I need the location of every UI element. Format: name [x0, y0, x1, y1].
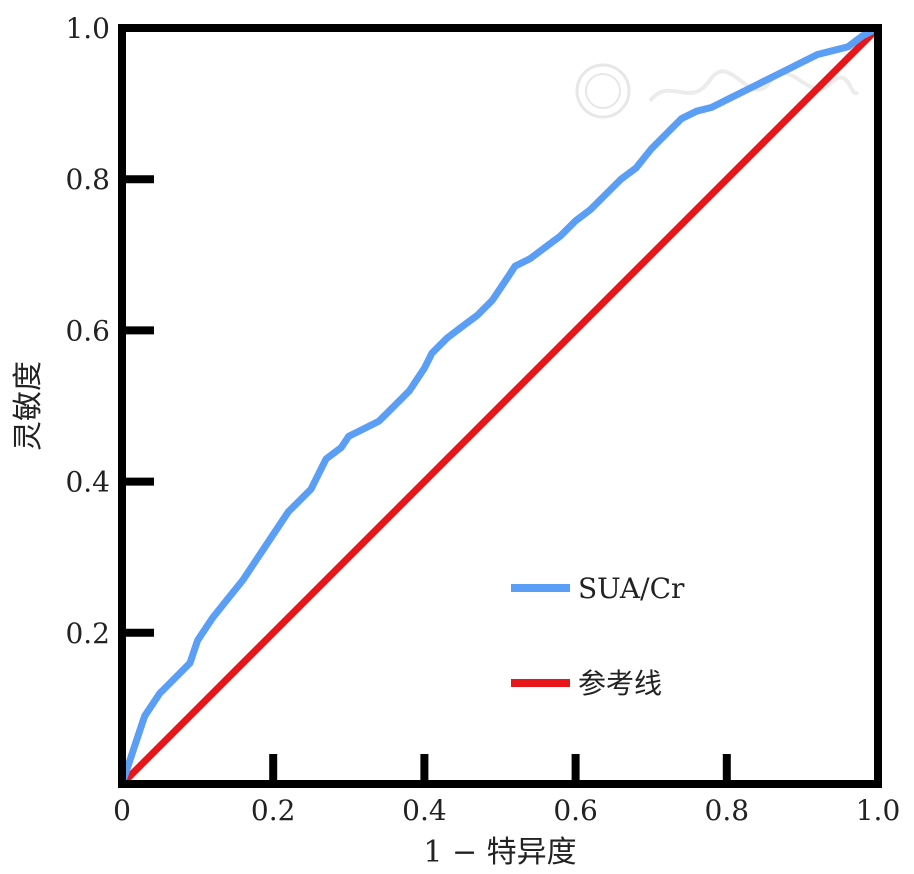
- x-tick-label: 0.4: [402, 794, 447, 827]
- legend-label-sua-cr: SUA/Cr: [578, 572, 685, 605]
- legend-label-reference: 参考线: [578, 667, 662, 700]
- y-tick-label: 0.2: [65, 617, 110, 650]
- plot-frame: [118, 24, 882, 788]
- legend: SUA/Cr 参考线: [511, 572, 685, 700]
- x-tick-label: 1.0: [856, 794, 901, 827]
- y-tick-label: 1.0: [65, 12, 110, 45]
- axis-ticks: 0 0.2 0.4 0.6 0.8 1.0 0.2 0.4 0.6 0.8 1.0: [65, 12, 900, 827]
- x-tick-label: 0.8: [705, 794, 750, 827]
- y-tick-label: 0.6: [65, 314, 110, 347]
- x-tick-label: 0.6: [553, 794, 598, 827]
- y-tick-label: 0.4: [65, 466, 110, 499]
- y-tick-label: 0.8: [65, 163, 110, 196]
- x-tick-label: 0: [113, 794, 131, 827]
- series-line-reference: [118, 24, 882, 788]
- watermark-logo: [575, 63, 860, 119]
- y-axis-title: 灵敏度: [11, 361, 46, 451]
- x-axis-title: 1 − 特异度: [423, 835, 576, 870]
- plot-data-layer: [118, 24, 882, 788]
- x-tick-label: 0.2: [251, 794, 296, 827]
- series-line-sua-cr: [118, 24, 882, 788]
